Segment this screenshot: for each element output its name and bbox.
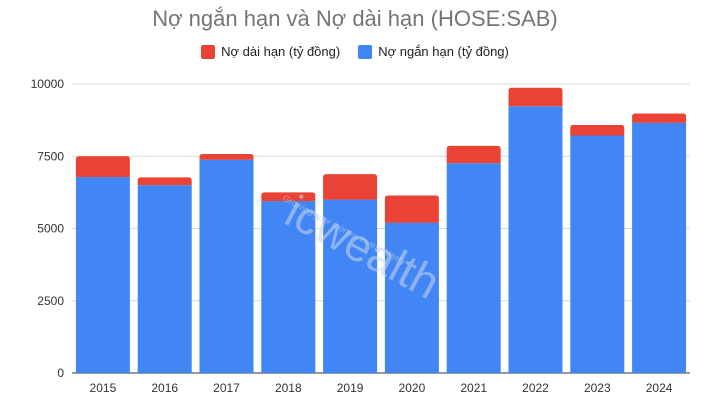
x-tick-label: 2016 — [151, 381, 178, 395]
legend-label-long-term: Nợ dài hạn (tỷ đồng) — [221, 44, 341, 59]
bar-long-term-2018 — [261, 192, 316, 202]
x-tick-label: 2024 — [646, 381, 673, 395]
bar-short-term-2020 — [384, 222, 439, 373]
x-tick-label: 2021 — [460, 381, 487, 395]
legend-item-long-term: Nợ dài hạn (tỷ đồng) — [201, 44, 340, 59]
legend-swatch-short-term — [358, 44, 373, 59]
legend: Nợ dài hạn (tỷ đồng) Nợ ngắn hạn (tỷ đồn… — [0, 44, 710, 59]
x-tick-label: 2019 — [337, 381, 364, 395]
x-tick-label: 2020 — [399, 381, 426, 395]
x-tick-label: 2017 — [213, 381, 240, 395]
bar-short-term-2022 — [508, 106, 563, 374]
bar-long-term-2019 — [323, 174, 378, 200]
bar-short-term-2019 — [323, 199, 378, 373]
bar-short-term-2023 — [570, 135, 625, 373]
chart-title: Nợ ngắn hạn và Nợ dài hạn (HOSE:SAB) — [152, 6, 558, 31]
bar-long-term-2017 — [199, 153, 254, 160]
bar-long-term-2024 — [632, 113, 687, 123]
bar-short-term-2021 — [446, 163, 501, 373]
legend-item-short-term: Nợ ngắn hạn (tỷ đồng) — [358, 44, 509, 59]
legend-swatch-long-term — [201, 44, 216, 59]
bar-long-term-2023 — [570, 125, 625, 136]
bar-long-term-2021 — [446, 145, 501, 164]
x-tick-label: 2015 — [90, 381, 117, 395]
bar-short-term-2015 — [75, 177, 130, 373]
x-tick-label: 2018 — [275, 381, 302, 395]
bar-short-term-2017 — [199, 159, 254, 373]
bar-long-term-2016 — [137, 177, 192, 186]
bar-short-term-2024 — [632, 122, 687, 373]
x-tick-label: 2022 — [522, 381, 549, 395]
bar-long-term-2020 — [384, 195, 439, 223]
bar-long-term-2015 — [75, 156, 130, 178]
x-tick-label: 2023 — [584, 381, 611, 395]
y-tick-label: 10000 — [31, 77, 65, 91]
bar-short-term-2018 — [261, 201, 316, 373]
y-tick-label: 5000 — [37, 222, 64, 236]
y-tick-label: 7500 — [37, 149, 64, 163]
y-tick-label: 2500 — [37, 294, 64, 308]
bar-long-term-2022 — [508, 87, 563, 107]
y-tick-label: 0 — [57, 366, 64, 380]
bar-short-term-2016 — [137, 185, 192, 373]
legend-label-short-term: Nợ ngắn hạn (tỷ đồng) — [378, 44, 509, 59]
